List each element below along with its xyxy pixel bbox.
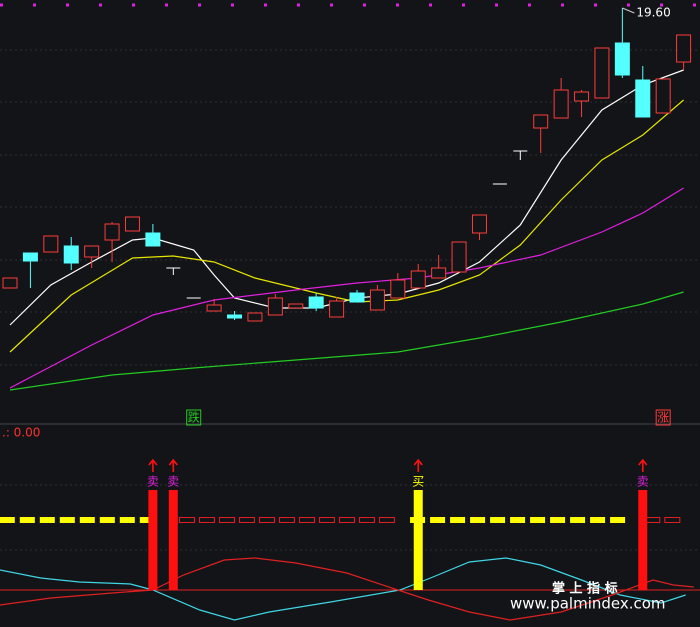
level-dash <box>59 517 75 523</box>
level-dash <box>530 517 546 523</box>
level-dash <box>570 517 586 523</box>
candle-body <box>574 91 590 102</box>
candle-body <box>206 304 222 312</box>
signal-bar <box>413 490 423 590</box>
level-dash <box>0 517 15 523</box>
level-dash <box>278 517 295 523</box>
candle-body <box>2 277 18 289</box>
candle-body <box>533 114 549 129</box>
level-dash <box>39 517 55 523</box>
candle-body <box>369 289 385 311</box>
level-dash <box>198 517 215 523</box>
level-dash <box>238 517 255 523</box>
candle-body <box>451 241 467 273</box>
indicator-title: .: 0.00 <box>2 426 40 440</box>
signal-arrow <box>638 458 648 472</box>
level-dash <box>590 517 606 523</box>
candle-body <box>676 34 692 63</box>
watermark-title: 掌 上 指 标 <box>552 581 618 597</box>
level-dash <box>510 517 526 523</box>
level-dash <box>450 517 466 523</box>
signal-bar <box>148 490 158 590</box>
level-dash <box>99 517 115 523</box>
level-segment <box>178 517 395 523</box>
signal-label: 卖 <box>147 475 159 489</box>
signal-label: 买 <box>412 475 424 489</box>
candle-body <box>247 312 263 322</box>
signal-label: 卖 <box>637 475 649 489</box>
high-label: 19.60 <box>636 6 670 20</box>
candle-body <box>63 245 79 264</box>
candle-body <box>471 214 487 234</box>
candle-body <box>43 235 59 253</box>
level-segment <box>0 517 155 523</box>
level-dash <box>258 517 275 523</box>
level-dash <box>490 517 506 523</box>
marker-box <box>186 409 202 426</box>
level-dash <box>318 517 335 523</box>
candle-body <box>594 47 610 99</box>
high-pointer <box>622 7 635 14</box>
candle-body <box>614 42 630 76</box>
level-dash <box>19 517 35 523</box>
candle-body <box>288 303 304 309</box>
marker-box <box>655 409 671 426</box>
line-series <box>9 187 684 389</box>
candle-body <box>655 78 671 114</box>
level-dash <box>550 517 566 523</box>
line-series <box>0 557 686 621</box>
candle-body <box>22 252 38 262</box>
signal-bar <box>638 490 648 590</box>
level-segment <box>410 517 626 523</box>
signal-arrow <box>168 458 178 472</box>
level-dash <box>378 517 395 523</box>
candle-body <box>390 279 406 299</box>
grid <box>0 49 700 551</box>
candle-body <box>124 216 140 232</box>
candle-body <box>227 314 243 319</box>
level-dash <box>358 517 375 523</box>
marker-label: 涨 <box>657 410 669 425</box>
candle-body <box>267 297 283 316</box>
level-dash <box>119 517 135 523</box>
signal-arrow <box>413 458 423 472</box>
level-dash <box>430 517 446 523</box>
candle-body <box>410 270 426 289</box>
level-dash <box>610 517 626 523</box>
candle-body <box>104 223 120 241</box>
level-dash <box>178 517 195 523</box>
signal-label: 卖 <box>167 475 179 489</box>
watermark-url: www.palmindex.com <box>510 595 666 613</box>
level-dash <box>470 517 486 523</box>
level-dash <box>338 517 355 523</box>
candle-body <box>308 296 324 309</box>
candle-body <box>553 89 569 119</box>
level-dash <box>139 517 155 523</box>
level-dash <box>79 517 95 523</box>
level-dash <box>218 517 235 523</box>
level-dash <box>298 517 315 523</box>
line-series <box>9 291 684 391</box>
candle-body <box>84 245 100 258</box>
marker-label: 跌 <box>188 410 200 425</box>
signal-arrow <box>148 458 158 472</box>
line-series <box>0 557 694 621</box>
level-dash <box>664 517 681 523</box>
candle-body <box>145 232 161 247</box>
signal-bar <box>168 490 178 590</box>
candle-body <box>431 267 447 279</box>
candle-body <box>635 79 651 118</box>
candle-body <box>349 292 365 303</box>
candle-body <box>329 300 345 318</box>
